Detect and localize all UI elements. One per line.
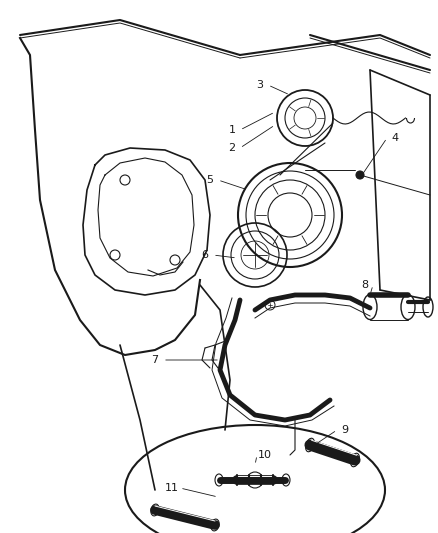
- Ellipse shape: [306, 438, 314, 452]
- Circle shape: [247, 472, 263, 488]
- Text: 8: 8: [361, 280, 368, 290]
- Ellipse shape: [151, 504, 159, 516]
- Text: 1: 1: [229, 125, 236, 135]
- Ellipse shape: [282, 474, 290, 486]
- Text: 7: 7: [152, 355, 159, 365]
- Text: 10: 10: [258, 450, 272, 460]
- Ellipse shape: [350, 453, 360, 467]
- Ellipse shape: [211, 519, 219, 531]
- Text: 9: 9: [342, 425, 349, 435]
- Text: 11: 11: [165, 483, 179, 493]
- Text: 3: 3: [257, 80, 264, 90]
- Circle shape: [356, 171, 364, 179]
- Text: 4: 4: [392, 133, 399, 143]
- Text: 6: 6: [201, 250, 208, 260]
- Ellipse shape: [215, 474, 223, 486]
- Text: 2: 2: [229, 143, 236, 153]
- Text: 5: 5: [206, 175, 213, 185]
